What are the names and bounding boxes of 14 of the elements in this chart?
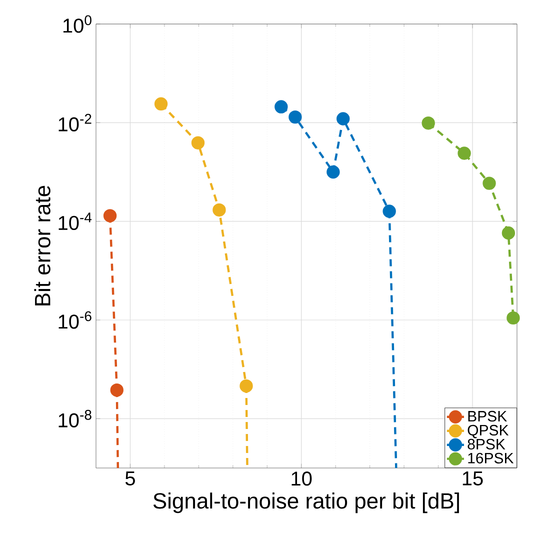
x-axis-title: Signal-to-noise ratio per bit [dB] <box>153 492 459 514</box>
x-tick-label: 15 <box>462 472 483 486</box>
y-tick-label: 10$^{-8}$ <box>58 410 92 428</box>
legend-label: BPSK <box>468 410 507 422</box>
y-tick-label: 10$^{0}$ <box>63 15 92 33</box>
legend-label: QPSK <box>468 424 509 438</box>
y-tick-label: 10$^{-6}$ <box>58 311 92 329</box>
y-tick-label: 10$^{-2}$ <box>58 114 92 132</box>
x-tick-label: 10 <box>292 472 312 486</box>
x-tick-label: 5 <box>125 472 135 486</box>
y-tick-label: 10$^{-4}$ <box>58 212 92 230</box>
legend-label: 8PSK <box>468 438 506 450</box>
legend-label: 16PSK <box>468 452 514 464</box>
y-axis-title: Bit error rate <box>34 186 50 306</box>
